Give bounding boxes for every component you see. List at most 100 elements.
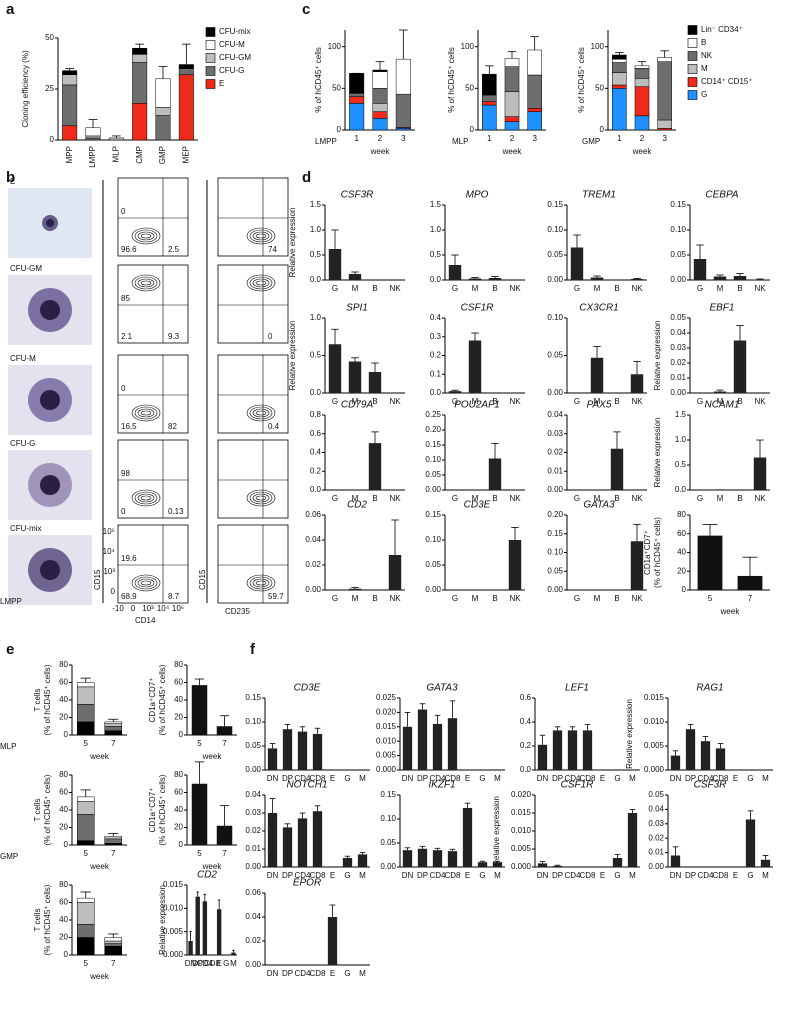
- y-tick-label: 0.0: [310, 388, 322, 397]
- gate-percent: 0.13: [168, 507, 184, 516]
- x-tick-label: M: [717, 284, 724, 293]
- y-tick-label: 80: [174, 770, 183, 779]
- bar-segment: [104, 836, 123, 839]
- y-tick-label: 80: [174, 660, 183, 669]
- group-label: LMPP: [315, 137, 337, 146]
- chart-title: CSF1R: [461, 303, 494, 314]
- y-axis-label: Relative expression: [158, 885, 167, 955]
- legend-label: Lin⁻ CD34⁺: [701, 25, 743, 34]
- x-axis-label: week: [632, 147, 653, 156]
- x-tick-label: M: [762, 871, 769, 880]
- bar-segment: [482, 94, 497, 102]
- y-axis-label: % of hCD45⁺ cells: [314, 47, 323, 113]
- gate-percent: 2.5: [168, 245, 180, 254]
- bar-segment: [108, 137, 124, 141]
- flow-plot: [217, 264, 289, 344]
- x-tick-label: G: [574, 494, 580, 503]
- x-tick-label: M: [352, 494, 359, 503]
- y-tick-label: 0: [50, 135, 55, 144]
- y-tick-label: 40: [59, 915, 68, 924]
- y-tick-label: 0.005: [644, 741, 665, 750]
- chart-title: CD79A: [341, 400, 374, 411]
- legend-label: NK: [701, 51, 713, 60]
- bar-segment: [155, 115, 171, 141]
- axis-label: CD15: [198, 569, 207, 590]
- y-tick-label: 0.01: [245, 844, 261, 853]
- bar-segment: [76, 814, 95, 841]
- y-tick-label: 0.15: [670, 200, 686, 209]
- x-tick-label: DP: [685, 871, 696, 880]
- bar: [760, 859, 771, 867]
- x-tick-label: B: [492, 397, 497, 406]
- y-tick-label: 0.05: [380, 838, 396, 847]
- x-tick-label: M: [472, 594, 479, 603]
- y-tick-label: 0.04: [547, 410, 563, 419]
- y-tick-label: 20: [59, 933, 68, 942]
- x-tick-label: G: [452, 284, 458, 293]
- contour: [252, 278, 270, 288]
- y-tick-label: 0.05: [648, 790, 664, 799]
- y-tick-label: 0.04: [648, 805, 664, 814]
- y-tick-label: 1.0: [310, 225, 322, 234]
- x-tick-label: NK: [509, 494, 521, 503]
- y-tick-label: 20: [174, 713, 183, 722]
- chart-title: POU2AF1: [454, 400, 500, 411]
- bar: [312, 811, 323, 867]
- bar: [188, 941, 193, 955]
- x-tick-label: G: [332, 594, 338, 603]
- x-tick-label: E: [216, 959, 221, 968]
- bar-segment: [104, 723, 123, 727]
- y-tick-label: 0.8: [310, 410, 322, 419]
- bar: [492, 862, 503, 867]
- bar-segment: [372, 69, 388, 72]
- x-tick-label: NK: [754, 284, 766, 293]
- x-tick-label: M: [594, 594, 601, 603]
- x-tick-label: NK: [509, 594, 521, 603]
- bar: [368, 443, 382, 490]
- y-tick-label: 0.01: [670, 373, 686, 382]
- x-tick-label: B: [737, 284, 742, 293]
- bar: [697, 535, 723, 590]
- y-tick-label: 0.4: [520, 717, 532, 726]
- bar-segment: [372, 111, 388, 119]
- bar-segment: [504, 116, 520, 122]
- bar: [195, 896, 200, 955]
- x-tick-label: B: [614, 494, 619, 503]
- x-tick-label: E: [330, 969, 335, 978]
- x-tick-label: E: [465, 871, 470, 880]
- y-axis-label: % of hCD45⁺ cells: [447, 47, 456, 113]
- bar: [417, 709, 428, 770]
- y-tick-label: 0.0: [675, 485, 687, 494]
- bar-segment: [85, 127, 101, 137]
- y-tick-label: 0.00: [305, 585, 321, 594]
- cell-type-label: CFU-G: [10, 439, 35, 448]
- y-tick-label: 0.2: [430, 351, 442, 360]
- x-tick-label: 1: [354, 134, 359, 143]
- x-tick-label: DN: [267, 871, 279, 880]
- x-tick-label: 7: [222, 849, 227, 858]
- x-tick-label: M: [359, 969, 366, 978]
- x-tick-label: DP: [552, 774, 563, 783]
- x-axis-label: week: [720, 607, 741, 616]
- x-tick-label: M: [352, 594, 359, 603]
- x-tick-label: 5: [197, 849, 202, 858]
- y-tick-label: 0.020: [376, 708, 397, 717]
- x-axis-label: week: [370, 147, 391, 156]
- contour: [249, 491, 273, 505]
- y-tick-label: 0: [337, 125, 342, 134]
- x-tick-label: CD4: [697, 871, 714, 880]
- y-axis-label: CD1a⁺CD7⁺: [643, 530, 652, 575]
- x-tick-label: DN: [267, 969, 279, 978]
- x-tick-label: M: [494, 774, 501, 783]
- contour: [255, 580, 267, 586]
- bar-segment: [657, 57, 672, 62]
- y-tick-label: 1.5: [310, 200, 322, 209]
- x-tick-label: M: [494, 871, 501, 880]
- y-tick-label: 0.00: [245, 862, 261, 871]
- contour: [249, 576, 273, 590]
- bar-segment: [634, 65, 650, 69]
- axis-label: CD235: [225, 607, 250, 616]
- bar-segment: [395, 58, 411, 95]
- bar-segment: [76, 796, 95, 802]
- x-tick-label: 5: [708, 594, 713, 603]
